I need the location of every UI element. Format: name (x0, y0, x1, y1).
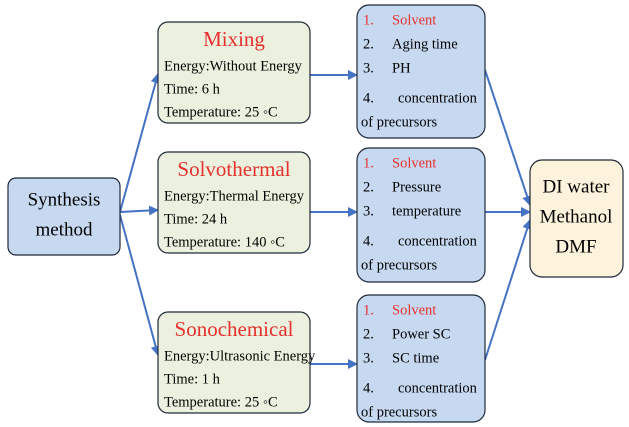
arrow (119, 205, 159, 216)
factor-text: of precursors (361, 257, 437, 273)
factor-text: PH (392, 60, 411, 76)
target-label: DI water (543, 176, 611, 197)
arrow (484, 69, 532, 206)
factor-text: Aging time (392, 36, 458, 52)
factor-text: temperature (392, 203, 461, 219)
factor-number: 3. (363, 203, 374, 219)
method-line: Time: 1 h (164, 371, 221, 387)
method-box (157, 311, 311, 414)
method-box (157, 151, 311, 254)
source-label: method (36, 219, 93, 240)
target-label: Methanol (540, 206, 613, 227)
arrows (119, 69, 533, 369)
method-line: Energy:Thermal Energy (164, 188, 305, 204)
factor-box (356, 147, 486, 283)
method-box (157, 21, 311, 124)
method-title: Sonochemical (175, 317, 294, 341)
factor-text: Solvent (392, 12, 436, 28)
factor-number: 3. (363, 60, 374, 76)
factor-number: 2. (363, 326, 374, 342)
factor-number: 2. (363, 36, 374, 52)
factor-number: 1. (363, 155, 374, 171)
method-title: Mixing (203, 27, 265, 51)
arrow (119, 73, 161, 213)
factor-number: 4. (363, 233, 374, 249)
arrow (119, 214, 161, 356)
source-label: Synthesis (28, 189, 101, 210)
factor-number: 1. (363, 12, 374, 28)
factor-text: Pressure (392, 179, 441, 195)
method-line: Temperature: 25 ◦C (164, 104, 278, 120)
factor-text: concentration (398, 233, 478, 249)
factor-text: Power SC (392, 326, 450, 342)
factor-text: Solvent (392, 155, 436, 171)
arrow (484, 219, 533, 361)
method-line: Temperature: 25 ◦C (164, 394, 278, 410)
factor-number: 4. (363, 380, 374, 396)
factor-box (356, 4, 486, 139)
method-line: Time: 6 h (164, 81, 221, 97)
factor-box (356, 294, 486, 423)
factor-text: concentration (398, 90, 478, 106)
factor-number: 1. (363, 302, 374, 318)
factor-text: of precursors (361, 404, 437, 420)
method-line: Energy:Without Energy (164, 58, 303, 74)
factor-number: 4. (363, 90, 374, 106)
factor-text: Solvent (392, 302, 436, 318)
method-line: Temperature: 140 ◦C (164, 234, 285, 250)
method-line: Energy:Ultrasonic Energy (164, 348, 316, 364)
factor-number: 2. (363, 179, 374, 195)
factor-text: SC time (392, 350, 439, 366)
factor-text: of precursors (361, 114, 437, 130)
target-label: DMF (555, 236, 596, 257)
method-title: Solvothermal (177, 157, 290, 181)
target-box (529, 159, 624, 278)
factor-text: concentration (398, 380, 478, 396)
source-box (7, 177, 121, 256)
method-line: Time: 24 h (164, 211, 228, 227)
factor-number: 3. (363, 350, 374, 366)
